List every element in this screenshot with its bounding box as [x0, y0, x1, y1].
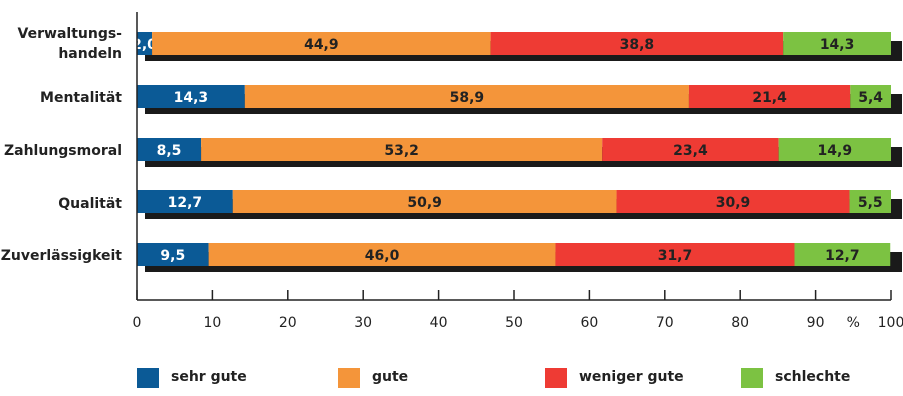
bar-segment [137, 243, 209, 266]
data-label: 58,9 [450, 90, 485, 106]
bar-segment [616, 190, 850, 213]
x-tick-label: 40 [429, 315, 448, 331]
bar-segment [208, 243, 556, 266]
data-label: 14,9 [818, 143, 853, 159]
data-label: 9,5 [160, 248, 185, 264]
data-label: 30,9 [716, 195, 751, 211]
data-label: 14,3 [820, 37, 855, 53]
data-label: 5,4 [858, 90, 883, 106]
legend-swatch [741, 368, 763, 388]
category-label: Mentalität [40, 90, 122, 106]
category-label: handeln [58, 46, 122, 62]
x-tick-label: 30 [354, 315, 373, 331]
x-tick-label: 70 [655, 315, 674, 331]
category-label: Verwaltungs- [17, 26, 122, 42]
x-unit-label: % [846, 315, 860, 331]
x-tick-label: 20 [278, 315, 297, 331]
data-label: 44,9 [304, 37, 339, 53]
data-label: 2,0 [132, 37, 157, 53]
legend-swatch [545, 368, 567, 388]
data-label: 12,7 [168, 195, 203, 211]
legend-label: gute [372, 369, 409, 385]
bar-segment [137, 32, 153, 55]
bar-segment [244, 85, 689, 108]
bar-segment [778, 138, 891, 161]
legend-swatch [137, 368, 159, 388]
bar-segment [849, 190, 891, 213]
legend-label: sehr gute [171, 369, 247, 385]
data-label: 53,2 [384, 143, 419, 159]
data-label: 8,5 [157, 143, 182, 159]
x-tick-label: 50 [505, 315, 523, 331]
bar-segment [232, 190, 617, 213]
data-label: 12,7 [825, 248, 860, 264]
bar-segment [850, 85, 891, 108]
x-tick-label: 0 [132, 315, 142, 331]
bar-segment [688, 85, 851, 108]
x-tick-label: 10 [203, 315, 222, 331]
x-tick-label: 100 [877, 315, 903, 331]
data-label: 50,9 [407, 195, 442, 211]
category-label: Qualität [58, 196, 122, 212]
bar-segment [152, 32, 491, 55]
bar-segment [137, 190, 233, 213]
x-tick-label: 90 [806, 315, 825, 331]
x-tick-label: 80 [731, 315, 750, 331]
bar-segment [201, 138, 603, 161]
bar-segment [783, 32, 891, 55]
bar-segment [137, 138, 202, 161]
data-label: 5,5 [858, 195, 883, 211]
bar-segment [137, 85, 245, 108]
legend-swatch [338, 368, 360, 388]
data-label: 14,3 [174, 90, 209, 106]
data-label: 38,8 [620, 37, 655, 53]
legend-label: weniger gute [579, 369, 684, 385]
category-label: Zahlungsmoral [3, 143, 122, 159]
data-label: 21,4 [752, 90, 787, 106]
bar-segment [490, 32, 784, 55]
data-label: 23,4 [673, 143, 708, 159]
bar-segment [794, 243, 891, 266]
legend-label: schlechte [775, 369, 851, 385]
category-label: Zuverlässigkeit [0, 248, 122, 264]
data-label: 46,0 [365, 248, 400, 264]
data-label: 31,7 [658, 248, 693, 264]
x-tick-label: 60 [580, 315, 599, 331]
bar-segment [555, 243, 795, 266]
bar-segment [602, 138, 779, 161]
